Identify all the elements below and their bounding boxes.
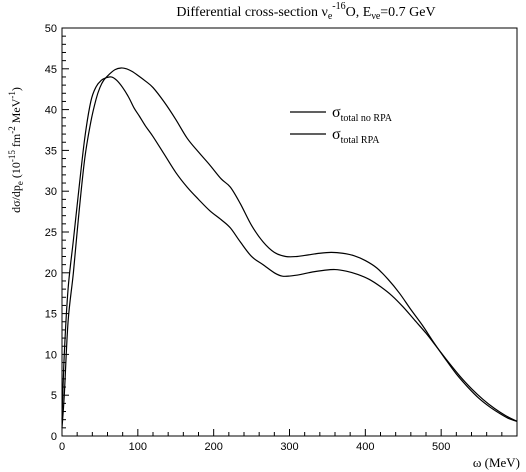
x-tick-label: 100 xyxy=(129,441,147,453)
ylabel-b: (10 xyxy=(9,162,23,181)
legend-sub-rpa: total RPA xyxy=(341,135,381,146)
y-tick-label: 40 xyxy=(45,105,57,117)
y-tick-label: 50 xyxy=(45,23,57,35)
plot-frame xyxy=(61,27,518,437)
y-tick-label: 30 xyxy=(45,186,57,198)
y-tick-label: 15 xyxy=(45,309,57,321)
x-axis-label: ω (MeV) xyxy=(473,455,520,470)
title-sub2: νe xyxy=(371,11,381,22)
x-tick-label: 0 xyxy=(59,441,65,453)
ticks-layer: 0 100 200 300 400 500 0 5 10 15 20 25 30 35 40 45 50 xyxy=(45,23,518,453)
title-sub1: e xyxy=(328,11,333,22)
ylabel-sup3: -1 xyxy=(7,91,17,99)
ylabel-sup1: -15 xyxy=(7,150,17,162)
ylabel-sup2: -2 xyxy=(7,126,17,134)
legend-sigma-rpa: σ xyxy=(332,126,341,143)
y-tick-label: 20 xyxy=(45,268,57,280)
x-tick-label: 300 xyxy=(280,441,298,453)
x-tick-label: 500 xyxy=(432,441,450,453)
y-tick-label: 25 xyxy=(45,227,57,239)
legend-label-no-rpa: σtotal no RPA xyxy=(332,104,393,124)
title-main: Differential cross-section ν xyxy=(176,5,327,20)
series-line-no-rpa xyxy=(61,67,518,428)
y-tick-label: 0 xyxy=(51,431,57,443)
legend-sub-no-rpa: total no RPA xyxy=(341,113,393,124)
series-line-rpa xyxy=(61,76,518,422)
legend-sigma-no-rpa: σ xyxy=(332,104,341,121)
title-mid: O, E xyxy=(346,5,372,20)
title-sup1: -16 xyxy=(332,1,345,12)
y-axis-label: dσ/dpe (10-15 fm-2 MeV-1) xyxy=(7,87,25,213)
title-tail: =0.7 GeV xyxy=(380,5,435,20)
y-tick-label: 35 xyxy=(45,145,57,157)
ylabel-a: dσ/dp xyxy=(9,185,23,213)
y-tick-label: 10 xyxy=(45,349,57,361)
y-tick-label: 45 xyxy=(45,64,57,76)
x-tick-label: 200 xyxy=(204,441,222,453)
ylabel-d: MeV xyxy=(9,98,23,126)
ylabel-c: fm xyxy=(9,133,23,150)
ylabel-sub: e xyxy=(15,181,25,185)
series-layer xyxy=(61,67,518,428)
ylabel-e: ) xyxy=(9,87,23,91)
chart-title: Differential cross-section νe-16O, Eνe=0… xyxy=(176,1,435,22)
y-tick-label: 5 xyxy=(51,390,57,402)
x-tick-label: 400 xyxy=(356,441,374,453)
legend-label-rpa: σtotal RPA xyxy=(332,126,380,146)
legend: σtotal no RPA σtotal RPA xyxy=(290,104,393,146)
